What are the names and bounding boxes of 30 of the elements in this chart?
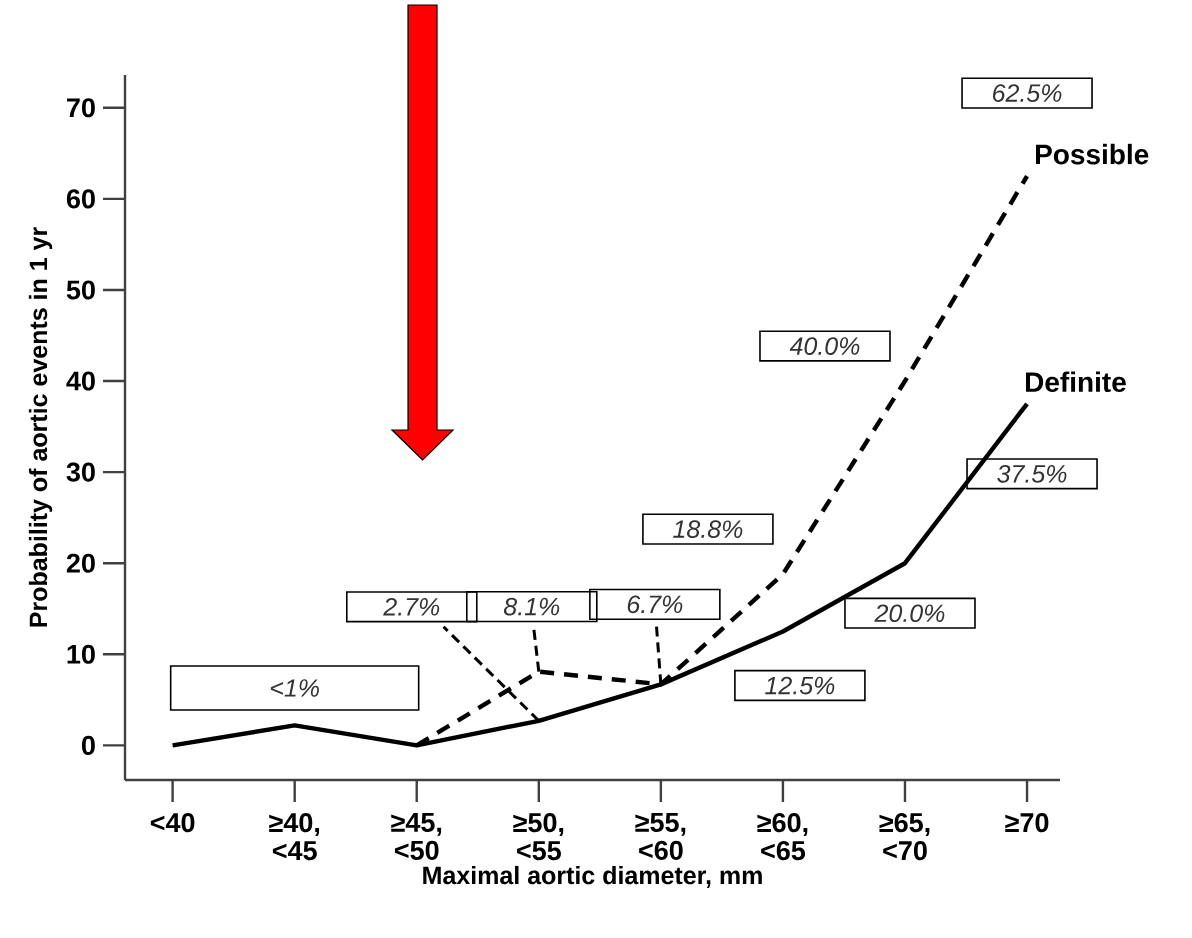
x-tick-label: ≥45, <50 bbox=[391, 813, 442, 860]
y-tick-label: 50 bbox=[66, 280, 95, 300]
y-tick-label: 0 bbox=[81, 735, 95, 755]
data-label: 37.5% bbox=[997, 464, 1067, 483]
y-tick-label: 30 bbox=[66, 462, 95, 482]
y-axis-title: Probability of aortic events in 1 yr bbox=[28, 227, 53, 627]
data-label: 18.8% bbox=[673, 520, 743, 538]
data-label: 6.7% bbox=[627, 595, 683, 614]
x-tick-label: ≥50, <55 bbox=[513, 813, 564, 861]
y-tick-label: 20 bbox=[66, 553, 95, 573]
y-tick-label: 70 bbox=[67, 98, 95, 118]
x-tick-label: ≥70 bbox=[1005, 813, 1049, 833]
x-tick-label: ≥65, <70 bbox=[879, 813, 930, 861]
x-tick-label: ≥60, <65 bbox=[757, 813, 808, 861]
data-label: 40.0% bbox=[789, 337, 860, 355]
series-label: Definite bbox=[1025, 371, 1126, 393]
x-axis-title: Maximal aortic diameter, mm bbox=[423, 865, 762, 888]
y-tick-label: 40 bbox=[66, 371, 95, 391]
data-label: 2.7% bbox=[383, 598, 440, 616]
data-label: 62.5% bbox=[993, 84, 1062, 102]
series-label: Possible bbox=[1035, 143, 1149, 165]
x-tick-label: ≥40, <45 bbox=[269, 813, 320, 861]
y-tick-label: 10 bbox=[67, 644, 95, 664]
y-tick-label: 60 bbox=[66, 189, 95, 209]
data-label: 20.0% bbox=[874, 604, 945, 623]
x-tick-label: <40 bbox=[150, 813, 195, 833]
x-tick-label: ≥55, <60 bbox=[635, 813, 686, 860]
data-label: 12.5% bbox=[765, 676, 835, 695]
annotation: <1% bbox=[270, 679, 319, 697]
data-label: 8.1% bbox=[503, 597, 560, 616]
